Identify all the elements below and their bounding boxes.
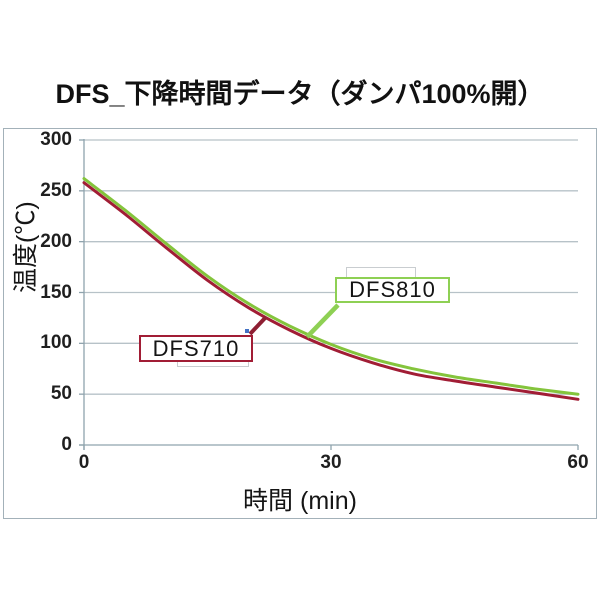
y-tick-label: 250 bbox=[40, 179, 72, 201]
callout-dfs810-label: DFS810 bbox=[349, 277, 436, 302]
chart-title: DFS_下降時間データ（ダンパ100%開） bbox=[55, 79, 545, 109]
callout-dfs810: DFS810 bbox=[335, 277, 450, 303]
callout-bracket-dfs810 bbox=[346, 267, 416, 278]
callout-bracket-dfs710 bbox=[177, 360, 249, 367]
leader-lines-group bbox=[248, 303, 340, 339]
leader-line-dfs710 bbox=[248, 315, 268, 336]
x-tick-label: 30 bbox=[320, 452, 342, 473]
callout-dfs710: DFS710 bbox=[139, 335, 253, 362]
y-tick-label: 200 bbox=[40, 230, 72, 252]
axes-group bbox=[79, 139, 579, 450]
x-tick-label: 60 bbox=[567, 452, 589, 473]
callout-dfs710-label: DFS710 bbox=[152, 335, 240, 361]
leader-anchor-dot bbox=[245, 329, 249, 333]
leader-line-dfs810 bbox=[305, 303, 340, 339]
x-axis-title: 時間 (min) bbox=[243, 487, 357, 515]
chart-frame bbox=[3, 128, 597, 519]
series-group bbox=[82, 177, 580, 401]
x-tick-label: 0 bbox=[78, 452, 90, 473]
y-tick-label: 300 bbox=[40, 129, 72, 150]
series-line-dfs710 bbox=[82, 181, 580, 401]
y-tick-label: 50 bbox=[50, 383, 72, 405]
series-line-dfs810 bbox=[82, 177, 580, 396]
y-tick-label: 0 bbox=[61, 434, 72, 455]
y-tick-label: 100 bbox=[40, 332, 72, 354]
y-tick-label: 150 bbox=[40, 281, 72, 303]
